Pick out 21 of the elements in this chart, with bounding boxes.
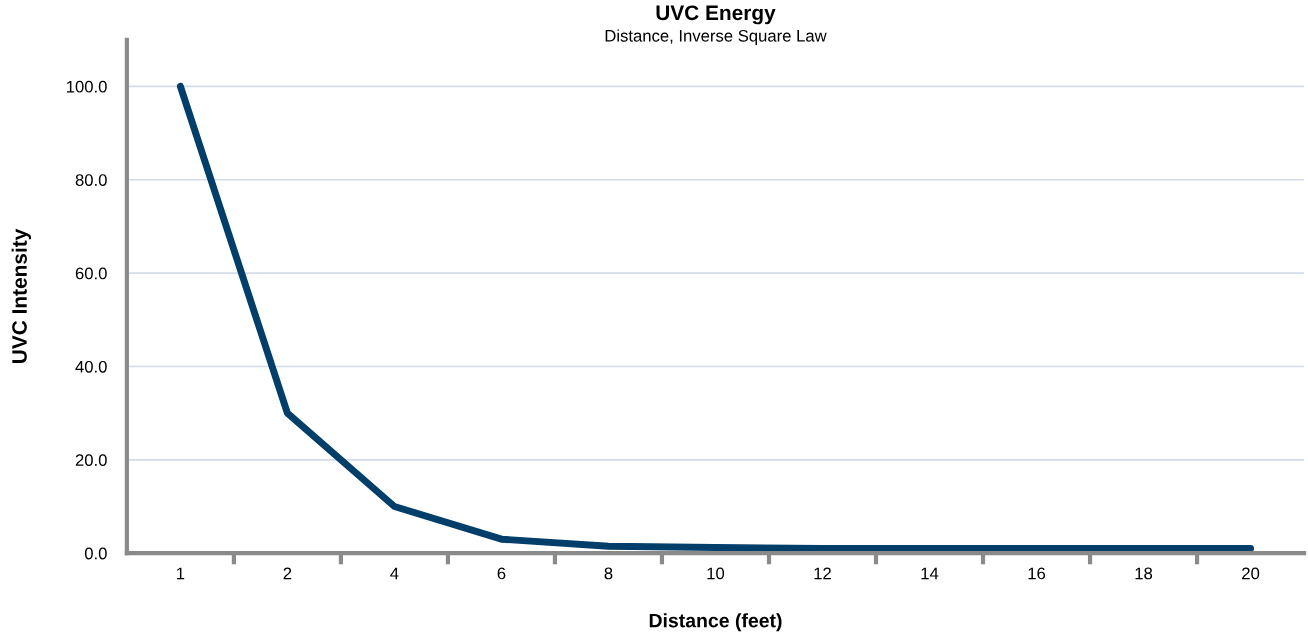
y-tick-label: 0.0 (84, 547, 107, 560)
y-tick-label: 20.0 (75, 454, 107, 467)
x-tick-label: 12 (814, 567, 831, 580)
y-tick-label: 100.0 (67, 80, 107, 93)
x-tick-label: 4 (390, 567, 399, 580)
x-tick-label: 18 (1135, 567, 1153, 580)
y-axis-title: UVC Intensity (11, 228, 32, 363)
x-tick-label: 1 (177, 567, 185, 580)
x-tick-label: 16 (1028, 567, 1046, 580)
x-tick-label: 10 (707, 567, 725, 580)
chart-title: UVC Energy (656, 5, 776, 25)
x-tick-label: 6 (497, 567, 506, 580)
x-axis-title: Distance (feet) (649, 613, 782, 632)
y-tick-label: 40.0 (75, 360, 107, 373)
y-tick-label: 80.0 (75, 174, 107, 186)
x-tick-label: 2 (283, 567, 292, 580)
x-tick-label: 14 (921, 567, 939, 580)
x-tick-label: 20 (1242, 567, 1260, 580)
y-tick-label: 60.0 (75, 267, 107, 280)
x-tick-label: 8 (604, 567, 613, 580)
chart-subtitle: Distance, Inverse Square Law (605, 29, 827, 46)
